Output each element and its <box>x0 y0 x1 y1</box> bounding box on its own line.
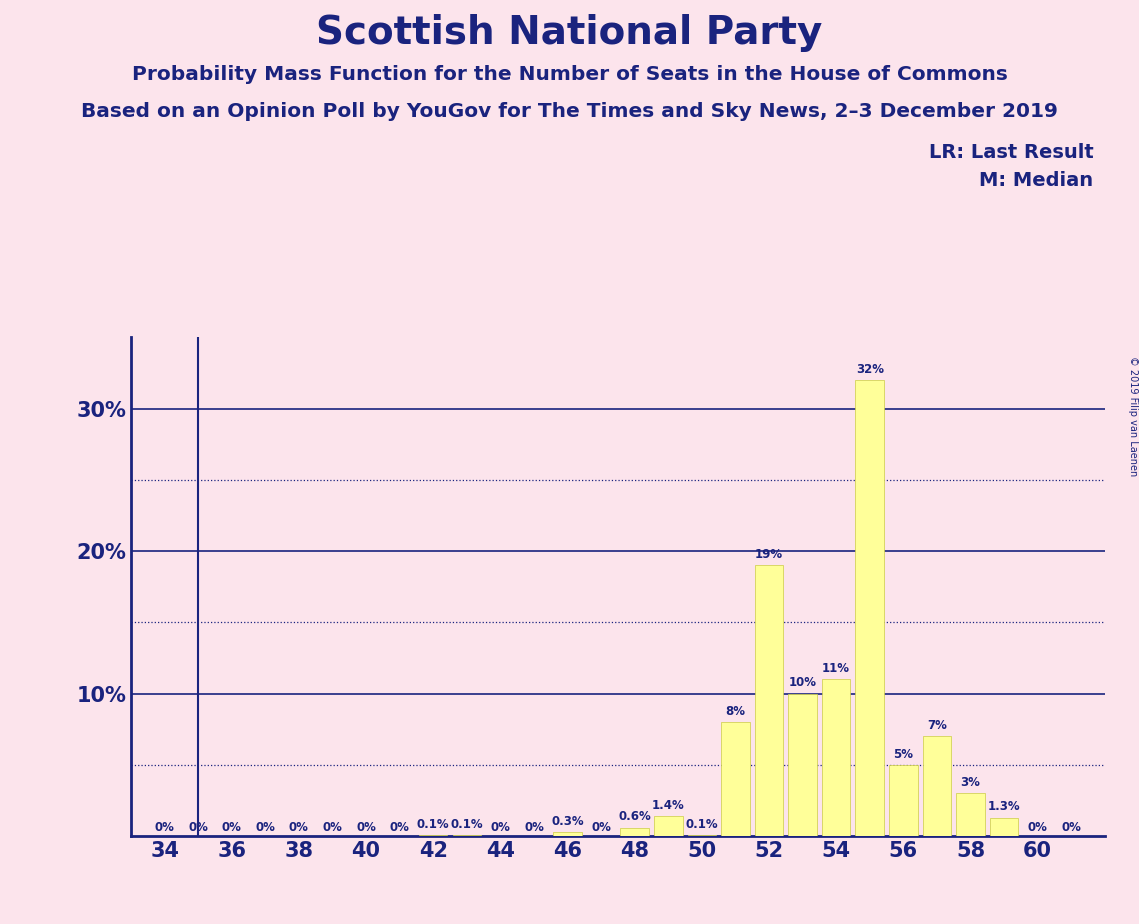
Bar <box>890 765 918 836</box>
Text: 11%: 11% <box>822 663 850 675</box>
Bar <box>621 828 649 836</box>
Text: 0.1%: 0.1% <box>686 818 719 831</box>
Text: 8%: 8% <box>726 705 745 718</box>
Text: Probability Mass Function for the Number of Seats in the House of Commons: Probability Mass Function for the Number… <box>132 65 1007 84</box>
Text: 1.3%: 1.3% <box>988 800 1021 813</box>
Text: 32%: 32% <box>855 363 884 376</box>
Text: 0%: 0% <box>255 821 276 834</box>
Bar <box>788 694 817 836</box>
Text: 3%: 3% <box>960 776 981 789</box>
Bar <box>654 816 682 836</box>
Text: 0.3%: 0.3% <box>551 815 584 828</box>
Bar <box>923 736 951 836</box>
Bar <box>755 565 784 836</box>
Bar <box>419 834 448 836</box>
Text: © 2019 Filip van Laenen: © 2019 Filip van Laenen <box>1129 356 1138 476</box>
Text: 0%: 0% <box>289 821 309 834</box>
Bar <box>688 834 716 836</box>
Text: Scottish National Party: Scottish National Party <box>317 14 822 52</box>
Text: 10%: 10% <box>788 676 817 689</box>
Text: 0%: 0% <box>524 821 544 834</box>
Bar <box>822 679 851 836</box>
Text: 0.1%: 0.1% <box>417 818 450 831</box>
Text: 0%: 0% <box>222 821 241 834</box>
Bar <box>721 723 749 836</box>
Text: 0%: 0% <box>390 821 410 834</box>
Text: 0.1%: 0.1% <box>451 818 483 831</box>
Text: 5%: 5% <box>893 748 913 760</box>
Text: 0%: 0% <box>322 821 343 834</box>
Bar <box>554 832 582 836</box>
Text: 0%: 0% <box>1062 821 1081 834</box>
Text: 0%: 0% <box>188 821 208 834</box>
Text: 7%: 7% <box>927 719 947 732</box>
Text: 0%: 0% <box>1027 821 1048 834</box>
Text: 0%: 0% <box>591 821 611 834</box>
Text: 0%: 0% <box>491 821 510 834</box>
Bar <box>957 794 985 836</box>
Text: 1.4%: 1.4% <box>652 799 685 812</box>
Text: M: M <box>858 587 882 611</box>
Text: 19%: 19% <box>755 548 784 561</box>
Bar <box>452 834 481 836</box>
Text: LR: Last Result: LR: Last Result <box>928 143 1093 163</box>
Text: 0%: 0% <box>357 821 376 834</box>
Text: Based on an Opinion Poll by YouGov for The Times and Sky News, 2–3 December 2019: Based on an Opinion Poll by YouGov for T… <box>81 102 1058 121</box>
Text: M: Median: M: Median <box>980 171 1093 190</box>
Text: 0%: 0% <box>155 821 174 834</box>
Text: 0.6%: 0.6% <box>618 810 652 823</box>
Bar <box>990 818 1018 836</box>
Bar <box>855 380 884 836</box>
